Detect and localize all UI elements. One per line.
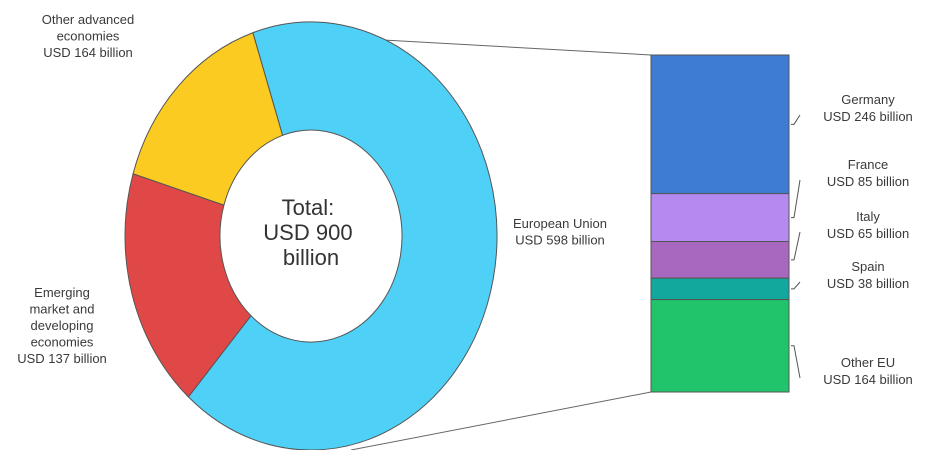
bar-segment-italy	[650, 241, 790, 279]
center-label-line: billion	[283, 245, 339, 270]
eu-breakdown-bar: Germany USD 246 billion France USD 85 billi…	[650, 54, 913, 393]
center-label-line: Total:	[282, 195, 335, 220]
leader-line-germany	[791, 114, 801, 125]
leader-line-italy	[791, 231, 801, 261]
bar-label-spain: Spain USD 38 billion	[827, 259, 909, 291]
center-total-label: Total: USD 900 billion	[263, 195, 358, 270]
bar-segment-france	[650, 193, 790, 243]
bar-label-other_eu: Other EU USD 164 billion	[823, 355, 913, 387]
connector-bottom	[350, 391, 652, 450]
leader-line-spain	[791, 281, 801, 290]
donut-slice-eu	[187, 21, 498, 450]
leader-line-france	[791, 179, 801, 219]
center-label-line: USD 900	[263, 220, 352, 245]
bar-segment-germany	[650, 54, 790, 195]
bar-label-germany: Germany USD 246 billion	[823, 92, 913, 124]
donut-chart: European Union USD 598 billion Other advan…	[17, 12, 607, 450]
donut-label-eu: European Union USD 598 billion	[513, 216, 607, 248]
bar-segment-spain	[650, 277, 790, 301]
donut-label-emerging: Emerging market and developing economies USD…	[17, 285, 107, 366]
bar-label-france: France USD 85 billion	[827, 157, 909, 189]
donut-label-other_adv: Other advanced economies USD 164 billion	[42, 12, 135, 60]
donut-slice-emerging	[132, 32, 284, 206]
leader-line-other_eu	[791, 345, 801, 379]
donut-slice-other_adv	[124, 173, 252, 398]
bar-label-italy: Italy USD 65 billion	[827, 209, 909, 241]
bar-segment-other_eu	[650, 299, 790, 393]
